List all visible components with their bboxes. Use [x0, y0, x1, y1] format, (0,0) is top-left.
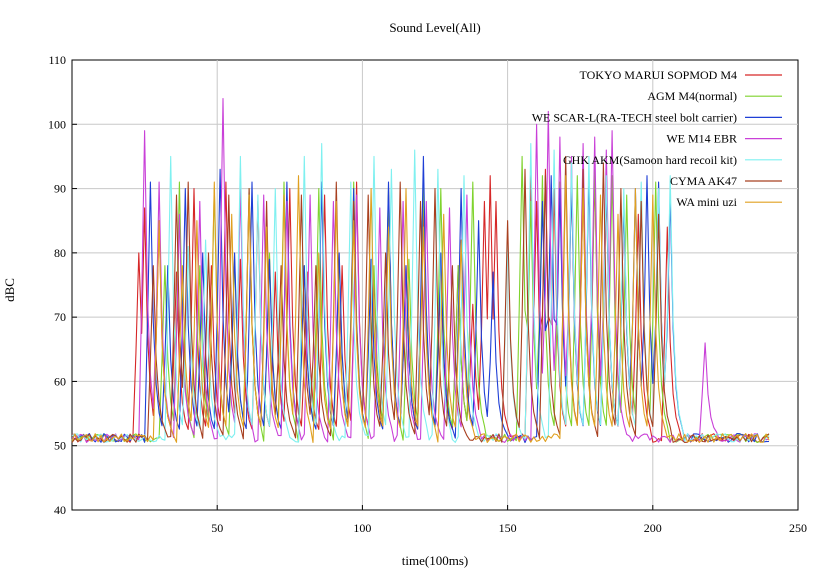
y-tick-label: 50: [54, 439, 66, 453]
y-axis-ticks: 40 50 60 70 80 90 100 110: [48, 53, 77, 517]
series-line: [71, 155, 770, 444]
series-line: [71, 98, 770, 444]
y-tick-label: 80: [54, 246, 66, 260]
plot-area-frame: [71, 59, 799, 511]
x-tick-label: 50: [211, 521, 223, 535]
series-lines: [71, 98, 770, 444]
chart-title: Sound Level(All): [389, 20, 480, 35]
legend-label: AGM M4(normal): [647, 89, 737, 103]
y-tick-label: 100: [48, 117, 66, 131]
x-tick-label: 200: [644, 521, 662, 535]
y-tick-label: 110: [48, 53, 66, 67]
x-axis-title: time(100ms): [402, 553, 468, 568]
series-line: [71, 155, 770, 443]
x-tick-label: 250: [789, 521, 807, 535]
y-tick-label: 40: [54, 503, 66, 517]
legend-label: WE M14 EBR: [666, 132, 737, 146]
x-axis-ticks: 50 100 150 200 250: [211, 505, 807, 535]
x-tick-label: 100: [353, 521, 371, 535]
legend-label: TOKYO MARUI SOPMOD M4: [580, 68, 737, 82]
legend-label: WA mini uzi: [676, 195, 737, 209]
y-axis-title: dBC: [2, 278, 17, 302]
series-line: [71, 175, 770, 443]
y-tick-label: 90: [54, 182, 66, 196]
legend-label: WE SCAR-L(RA-TECH steel bolt carrier): [532, 110, 737, 124]
legend-label: GHK AKM(Samoon hard recoil kit): [563, 153, 737, 167]
legend: TOKYO MARUI SOPMOD M4 AGM M4(normal) WE SC…: [532, 68, 782, 209]
x-tick-label: 150: [499, 521, 517, 535]
legend-label: CYMA AK47: [670, 174, 737, 188]
y-tick-label: 60: [54, 374, 66, 388]
y-tick-label: 70: [54, 310, 66, 324]
